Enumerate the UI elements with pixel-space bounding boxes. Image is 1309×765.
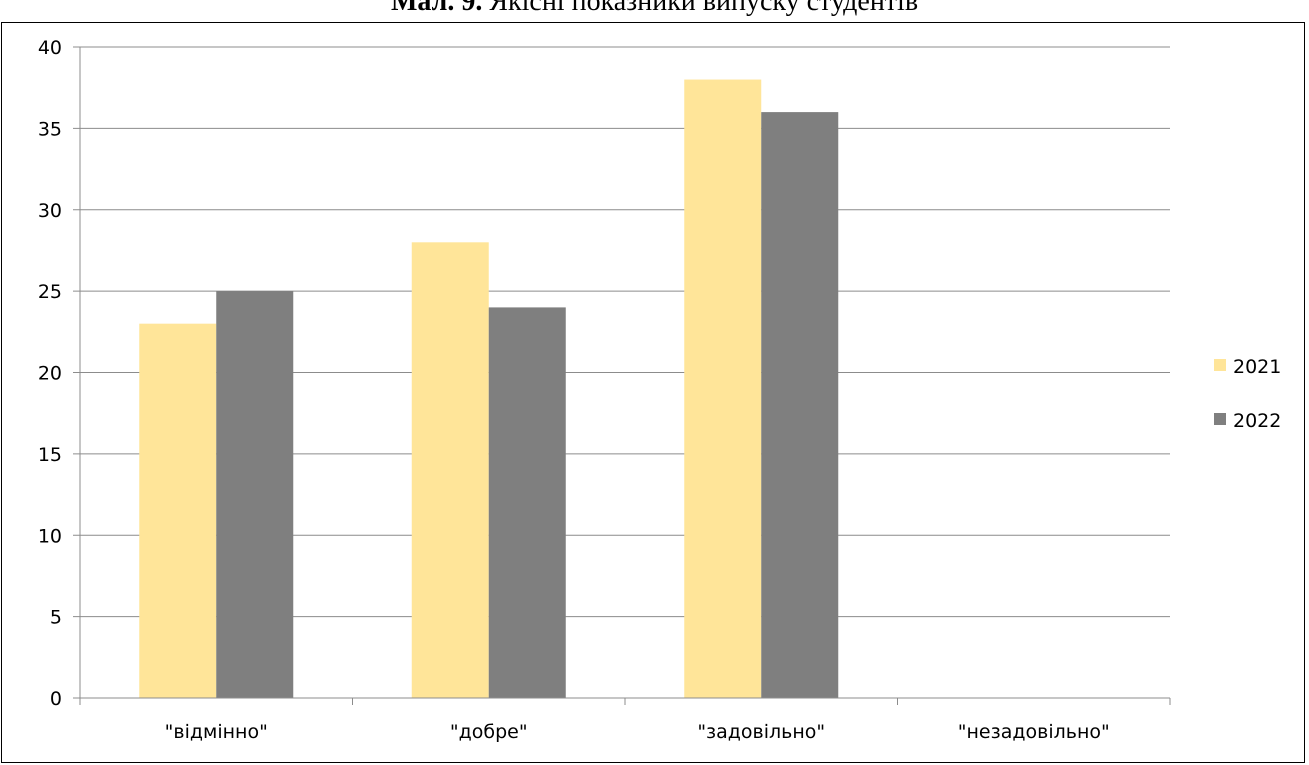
x-tick-labels: "відмінно" "добре" "задовільно" "незадовіль… (165, 721, 1110, 743)
bars (139, 79, 839, 699)
y-tick-label: 35 (38, 118, 62, 140)
y-tick-label: 40 (38, 37, 62, 59)
bar (684, 79, 762, 699)
chart-title: Мал. 9. Якісні показники випуску студент… (0, 0, 1309, 18)
bar (761, 112, 839, 699)
bar (411, 242, 489, 699)
y-tick-label: 0 (50, 688, 62, 710)
x-tick-label: "відмінно" (165, 721, 268, 743)
x-tick-label: "добре" (450, 721, 528, 743)
x-tick-label: "незадовільно" (958, 721, 1110, 743)
y-tick-label: 25 (38, 281, 62, 303)
chart-frame (1, 22, 1305, 763)
legend-swatch (1214, 359, 1226, 371)
y-tick-label: 10 (38, 525, 62, 547)
bar (488, 307, 566, 698)
legend-swatch (1214, 413, 1226, 425)
axes (73, 46, 1171, 705)
legend-label: 2021 (1233, 356, 1281, 378)
y-tick-labels: 0 5 10 15 20 25 30 35 40 (38, 37, 62, 710)
y-tick-label: 5 (50, 607, 62, 629)
x-tick-label: "задовільно" (697, 721, 825, 743)
bar (139, 323, 217, 698)
legend: 2021 2022 (1214, 356, 1281, 432)
y-tick-label: 20 (38, 363, 62, 385)
chart-title-text: Якісні показники випуску студентів (489, 0, 919, 17)
legend-label: 2022 (1233, 410, 1281, 432)
bar (216, 291, 294, 698)
y-tick-label: 30 (38, 200, 62, 222)
y-tick-label: 15 (38, 444, 62, 466)
chart-title-prefix: Мал. 9. (390, 0, 483, 17)
